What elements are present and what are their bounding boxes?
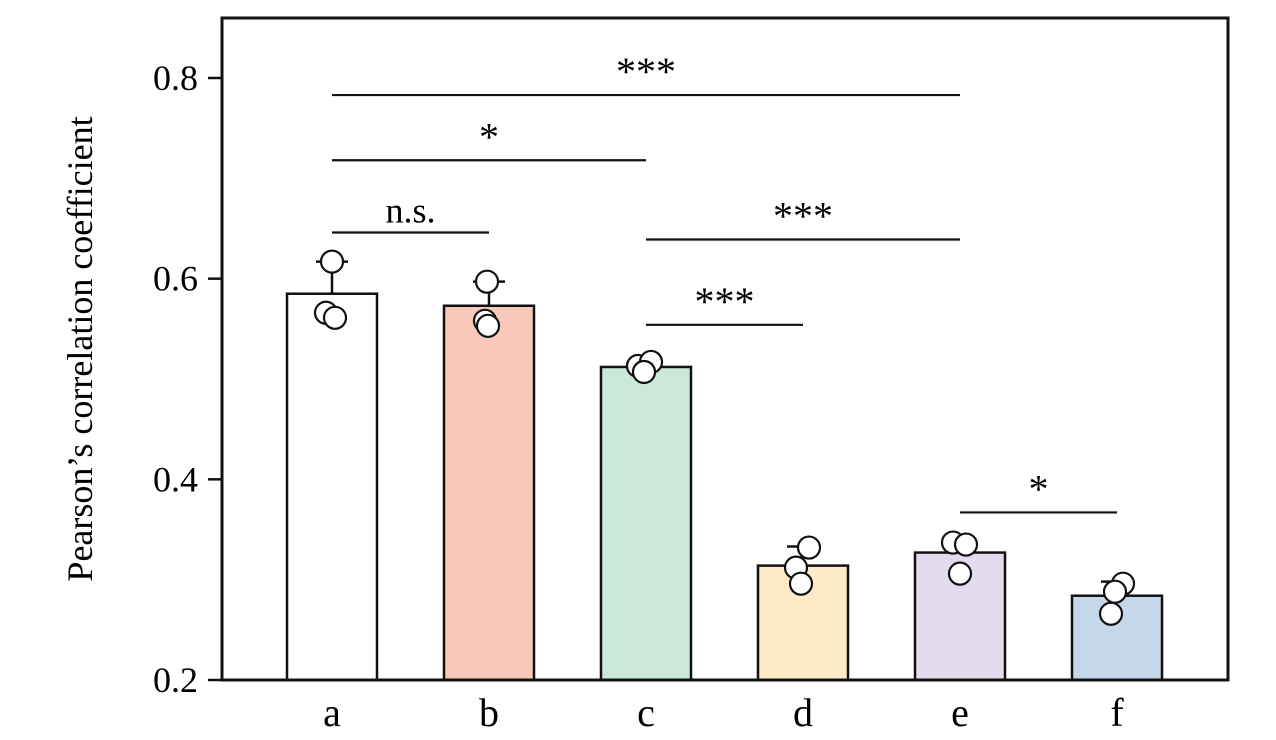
- data-point-e: [953, 532, 979, 557]
- x-tick-label-a: a: [323, 690, 341, 735]
- x-tick-label-b: b: [479, 690, 499, 735]
- data-point-c: [631, 359, 657, 385]
- plot-border: [220, 16, 1230, 682]
- y-tick-label: 0.8: [153, 58, 198, 98]
- significance-label-e-f: *: [1029, 466, 1049, 511]
- y-tick-label: 0.4: [153, 459, 198, 499]
- x-tick-label-e: e: [951, 690, 969, 735]
- significance-label-c-d: ***: [695, 279, 755, 324]
- significance-label-a-c: *: [479, 114, 499, 159]
- data-point-d: [796, 535, 822, 560]
- significance-label-a-b: n.s.: [385, 191, 435, 231]
- data-point-a: [319, 249, 345, 274]
- significance-label-a-e: ***: [616, 49, 676, 94]
- data-point-f: [1102, 579, 1128, 604]
- data-point-f: [1098, 601, 1124, 626]
- x-tick-label-f: f: [1110, 690, 1124, 735]
- data-point-b: [474, 269, 500, 294]
- y-tick-label: 0.2: [153, 660, 198, 700]
- bar-a: [285, 292, 379, 682]
- bar-c: [599, 365, 693, 682]
- x-tick-label-d: d: [793, 690, 813, 735]
- bar-b: [442, 304, 536, 682]
- y-axis-label: Pearson’s correlation coefficient: [60, 116, 100, 581]
- x-tick-label-c: c: [637, 690, 655, 735]
- data-point-d: [788, 571, 814, 596]
- data-point-e: [947, 561, 973, 586]
- data-point-b: [475, 313, 501, 338]
- significance-label-c-e: ***: [773, 194, 833, 239]
- y-tick-label: 0.6: [153, 259, 198, 299]
- data-point-a: [322, 305, 348, 330]
